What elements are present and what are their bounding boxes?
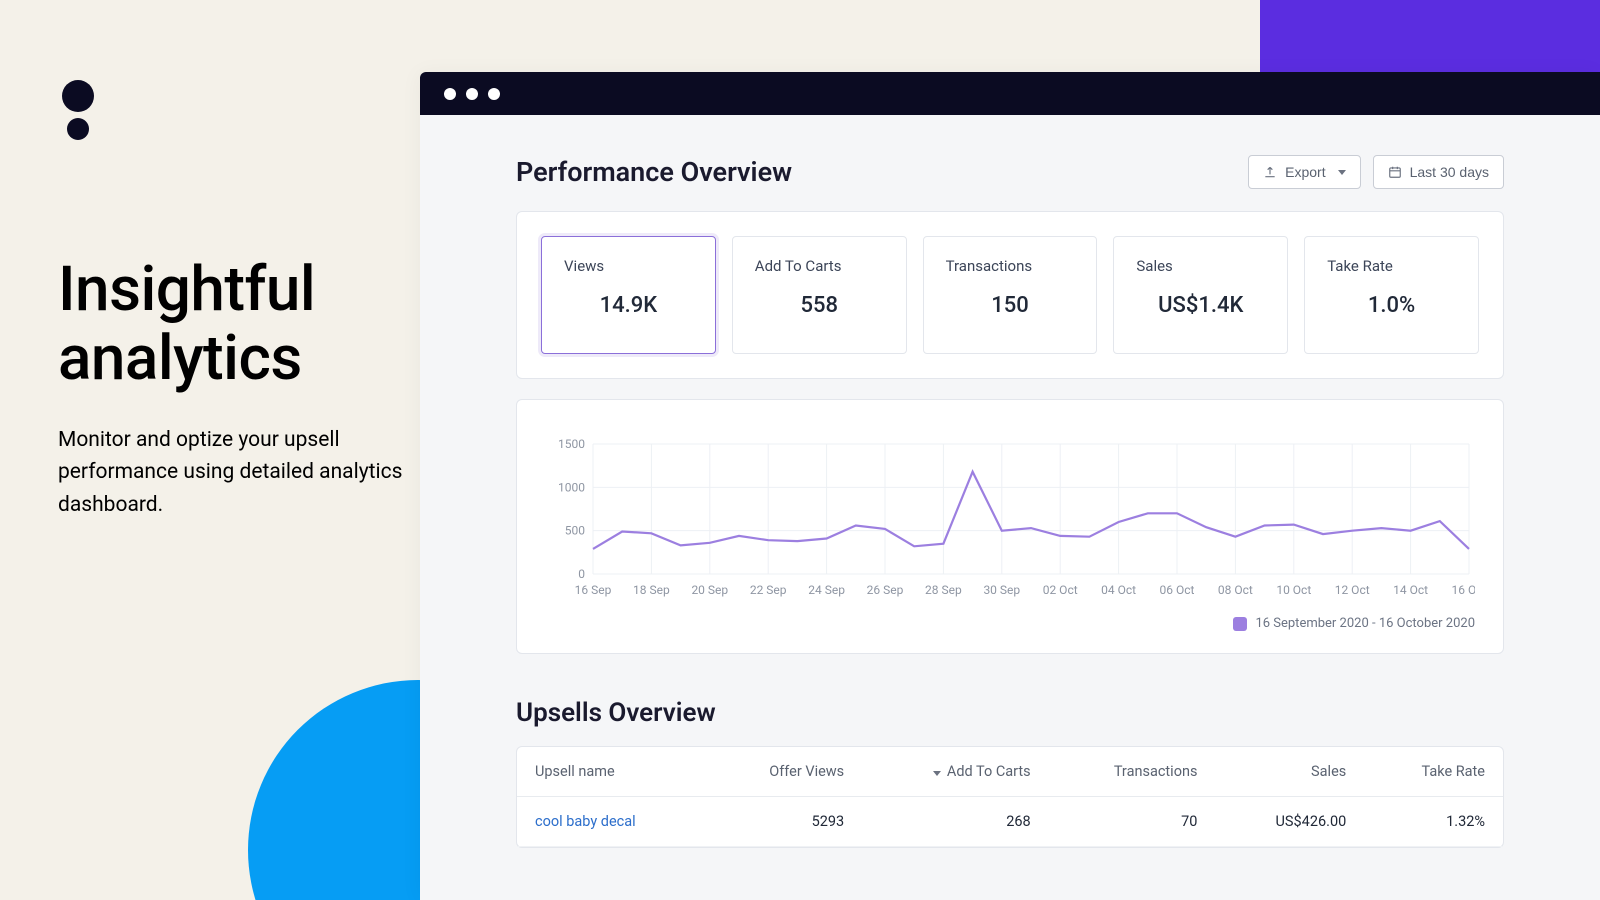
upsells-title: Upsells Overview xyxy=(516,698,1504,728)
kpi-label: Views xyxy=(564,257,693,275)
legend-label: 16 September 2020 - 16 October 2020 xyxy=(1255,616,1475,631)
date-range-button[interactable]: Last 30 days xyxy=(1373,155,1504,189)
kpi-card-add-to-carts[interactable]: Add To Carts 558 xyxy=(732,236,907,354)
svg-text:1000: 1000 xyxy=(558,480,585,494)
svg-text:26 Sep: 26 Sep xyxy=(867,583,904,597)
col-add-to-carts[interactable]: Add To Carts xyxy=(862,747,1048,797)
kpi-card-views[interactable]: Views 14.9K xyxy=(541,236,716,354)
kpi-panel: Views 14.9K Add To Carts 558 Transactions 150… xyxy=(516,211,1504,379)
upload-icon xyxy=(1263,165,1277,179)
kpi-value: 150 xyxy=(946,293,1075,318)
date-range-label: Last 30 days xyxy=(1410,164,1489,180)
cell-add-to-carts: 268 xyxy=(862,797,1048,847)
kpi-value: US$1.4K xyxy=(1136,293,1265,318)
kpi-value: 14.9K xyxy=(564,293,693,318)
upsell-link[interactable]: cool baby decal xyxy=(535,813,636,830)
kpi-card-take-rate[interactable]: Take Rate 1.0% xyxy=(1304,236,1479,354)
col-take-rate[interactable]: Take Rate xyxy=(1364,747,1503,797)
svg-text:06 Oct: 06 Oct xyxy=(1160,583,1195,597)
col-sales[interactable]: Sales xyxy=(1215,747,1364,797)
chart-panel: 0 500 1000 1500 16 Sep 18 Sep 20 Sep 22 Sep 24 S… xyxy=(516,399,1504,654)
svg-text:04 Oct: 04 Oct xyxy=(1101,583,1136,597)
svg-text:16 Oct: 16 Oct xyxy=(1452,583,1475,597)
cell-offer-views: 5293 xyxy=(708,797,863,847)
sort-desc-icon xyxy=(933,771,941,776)
svg-text:28 Sep: 28 Sep xyxy=(925,583,962,597)
export-button[interactable]: Export xyxy=(1248,155,1360,189)
upsells-table: Upsell nameOffer ViewsAdd To CartsTransa… xyxy=(517,747,1503,847)
window-dot-icon xyxy=(444,88,456,100)
page-title: Performance Overview xyxy=(516,156,792,188)
kpi-card-sales[interactable]: Sales US$1.4K xyxy=(1113,236,1288,354)
kpi-value: 1.0% xyxy=(1327,293,1456,318)
cell-sales: US$426.00 xyxy=(1215,797,1364,847)
browser-mock: Performance Overview Export Last 30 days… xyxy=(420,72,1600,900)
cell-transactions: 70 xyxy=(1049,797,1216,847)
legend-swatch xyxy=(1233,617,1247,631)
kpi-label: Sales xyxy=(1136,257,1265,275)
chevron-down-icon xyxy=(1338,170,1346,175)
cell-take-rate: 1.32% xyxy=(1364,797,1503,847)
svg-text:14 Oct: 14 Oct xyxy=(1393,583,1428,597)
cell-upsell-name: cool baby decal xyxy=(517,797,708,847)
table-header-row: Upsell nameOffer ViewsAdd To CartsTransa… xyxy=(517,747,1503,797)
decor-purple-block xyxy=(1260,0,1600,72)
svg-text:18 Sep: 18 Sep xyxy=(633,583,670,597)
window-dot-icon xyxy=(466,88,478,100)
svg-text:08 Oct: 08 Oct xyxy=(1218,583,1253,597)
svg-text:1500: 1500 xyxy=(558,437,585,451)
marketing-copy: Insightful analytics Monitor and optize … xyxy=(58,255,428,522)
svg-text:500: 500 xyxy=(565,524,585,538)
kpi-label: Transactions xyxy=(946,257,1075,275)
svg-text:16 Sep: 16 Sep xyxy=(575,583,612,597)
col-transactions[interactable]: Transactions xyxy=(1049,747,1216,797)
views-line-chart: 0 500 1000 1500 16 Sep 18 Sep 20 Sep 22 Sep 24 S… xyxy=(545,428,1475,608)
svg-text:22 Sep: 22 Sep xyxy=(750,583,787,597)
export-label: Export xyxy=(1285,164,1325,180)
window-dot-icon xyxy=(488,88,500,100)
calendar-icon xyxy=(1388,165,1402,179)
svg-text:10 Oct: 10 Oct xyxy=(1276,583,1311,597)
svg-text:02 Oct: 02 Oct xyxy=(1043,583,1078,597)
chart-legend: 16 September 2020 - 16 October 2020 xyxy=(545,616,1475,631)
svg-text:12 Oct: 12 Oct xyxy=(1335,583,1370,597)
kpi-value: 558 xyxy=(755,293,884,318)
kpi-label: Take Rate xyxy=(1327,257,1456,275)
table-row: cool baby decal 529326870US$426.001.32% xyxy=(517,797,1503,847)
svg-text:0: 0 xyxy=(578,567,585,581)
col-offer-views[interactable]: Offer Views xyxy=(708,747,863,797)
upsells-table-panel: Upsell nameOffer ViewsAdd To CartsTransa… xyxy=(516,746,1504,848)
kpi-card-transactions[interactable]: Transactions 150 xyxy=(923,236,1098,354)
svg-text:24 Sep: 24 Sep xyxy=(808,583,845,597)
marketing-body: Monitor and optize your upsell performan… xyxy=(58,424,428,522)
decor-logo-dots xyxy=(62,80,94,140)
svg-text:20 Sep: 20 Sep xyxy=(691,583,728,597)
window-controls xyxy=(420,72,1600,115)
kpi-label: Add To Carts xyxy=(755,257,884,275)
marketing-title: Insightful analytics xyxy=(58,255,428,394)
svg-text:30 Sep: 30 Sep xyxy=(983,583,1020,597)
col-upsell-name[interactable]: Upsell name xyxy=(517,747,708,797)
